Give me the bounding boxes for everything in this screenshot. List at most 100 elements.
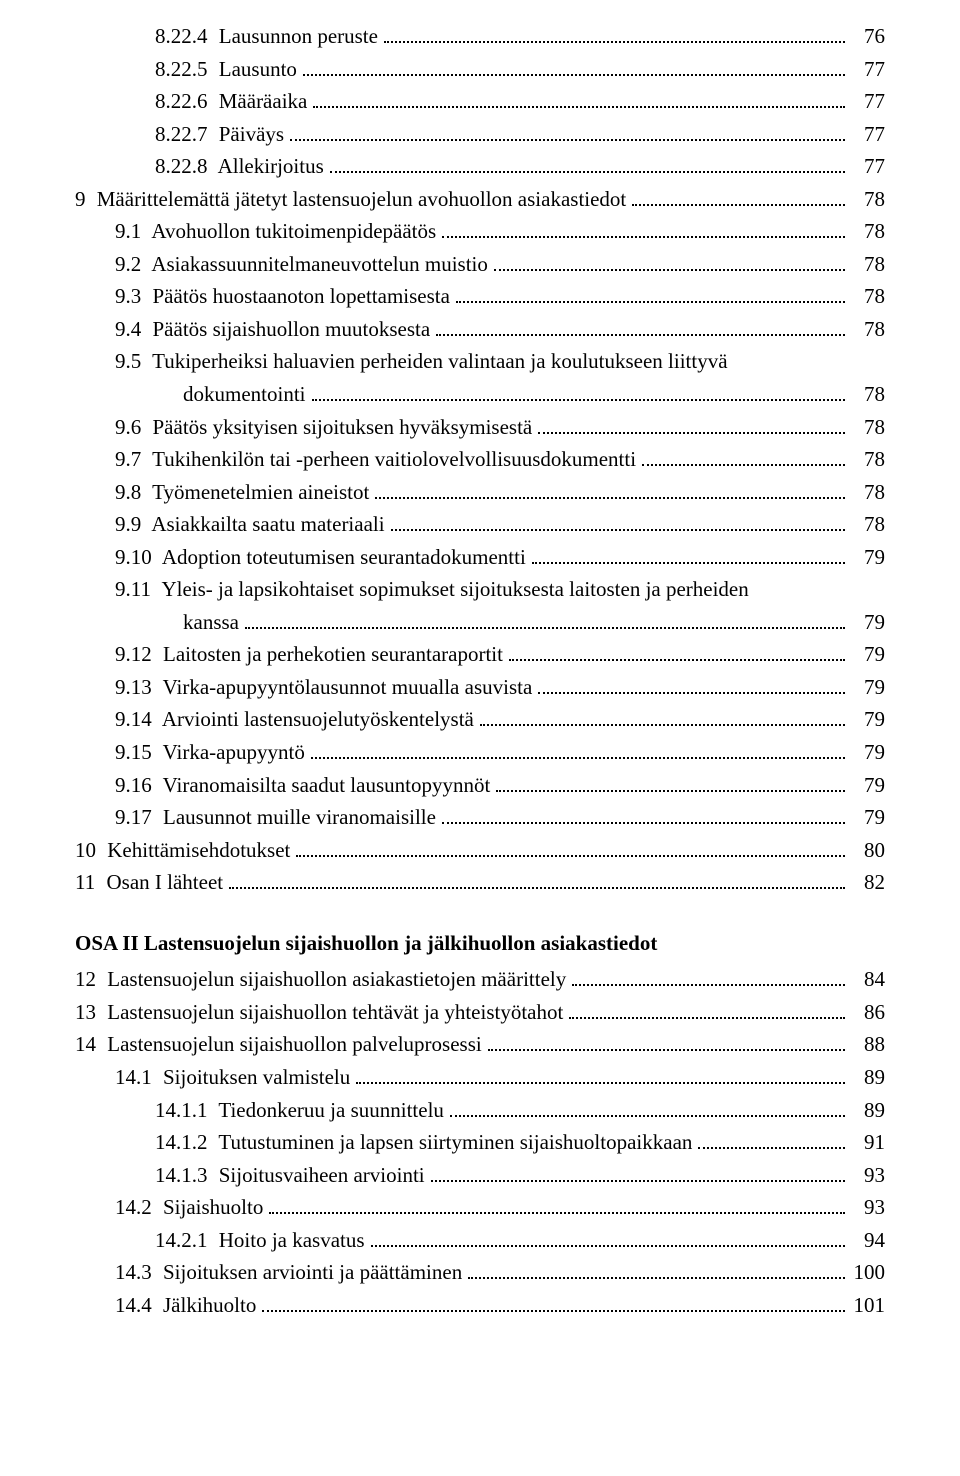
toc-entry-text: 14.1.1 Tiedonkeruu ja suunnittelu xyxy=(155,1094,444,1127)
toc-entry-number: 9.11 xyxy=(115,573,151,606)
toc-entry-number: 14.2 xyxy=(115,1191,152,1224)
toc-entry-number: 8.22.5 xyxy=(155,53,208,86)
toc-entry-number: 14.1.3 xyxy=(155,1159,208,1192)
toc-entry: 9.6 Päätös yksityisen sijoituksen hyväks… xyxy=(75,411,885,444)
toc-entry-text: 14.2.1 Hoito ja kasvatus xyxy=(155,1224,365,1257)
toc-entry-text: 9 Määrittelemättä jätetyt lastensuojelun… xyxy=(75,183,626,216)
dot-leader xyxy=(245,608,845,629)
toc-entry-number: 9.2 xyxy=(115,248,141,281)
toc-entry: 9.4 Päätös sijaishuollon muutoksesta78 xyxy=(75,313,885,346)
toc-entry: 8.22.8 Allekirjoitus77 xyxy=(75,150,885,183)
toc-entry: 9.7 Tukihenkilön tai -perheen vaitiolove… xyxy=(75,443,885,476)
toc-entry: 14.2.1 Hoito ja kasvatus 94 xyxy=(75,1224,885,1257)
toc-entry-number: 14.2.1 xyxy=(155,1224,208,1257)
toc-entry-text: 9.14 Arviointi lastensuojelutyöskentelys… xyxy=(115,703,474,736)
toc-entry-text: 14.1 Sijoituksen valmistelu xyxy=(115,1061,350,1094)
toc-page-number: 78 xyxy=(849,215,885,248)
toc-entry-text: 14.2 Sijaishuolto xyxy=(115,1191,263,1224)
toc-entry: 9.1 Avohuollon tukitoimenpidepäätös78 xyxy=(75,215,885,248)
toc-entry-number: 9.4 xyxy=(115,313,141,346)
toc-page-number: 77 xyxy=(849,118,885,151)
toc-page-number: 77 xyxy=(849,150,885,183)
toc-page-number: 79 xyxy=(849,736,885,769)
toc-entry-number: 9.9 xyxy=(115,508,141,541)
toc-page-number: 78 xyxy=(849,280,885,313)
dot-leader xyxy=(538,673,845,694)
toc-entry-number: 8.22.6 xyxy=(155,85,208,118)
dot-leader xyxy=(572,965,845,986)
toc-entry-number: 9.13 xyxy=(115,671,152,704)
dot-leader xyxy=(371,1226,845,1247)
dot-leader xyxy=(375,478,845,499)
toc-entry-text: 9.4 Päätös sijaishuollon muutoksesta xyxy=(115,313,430,346)
toc-entry-number: 14.4 xyxy=(115,1289,152,1322)
toc-entry-text: kanssa xyxy=(183,606,239,639)
toc-entry-text: 10 Kehittämisehdotukset xyxy=(75,834,290,867)
toc-entry: 9.2 Asiakassuunnitelmaneuvottelun muisti… xyxy=(75,248,885,281)
toc-entry-text: 9.5 Tukiperheiksi haluavien perheiden va… xyxy=(115,345,728,378)
dot-leader xyxy=(229,868,845,889)
toc-page-number: 89 xyxy=(849,1094,885,1127)
dot-leader xyxy=(456,282,845,303)
toc-page-number: 77 xyxy=(849,53,885,86)
toc-entry-text: 9.11 Yleis- ja lapsikohtaiset sopimukset… xyxy=(115,573,749,606)
toc-entry: 14.1.2 Tutustuminen ja lapsen siirtymine… xyxy=(75,1126,885,1159)
toc-entry-text: 14.3 Sijoituksen arviointi ja päättämine… xyxy=(115,1256,462,1289)
toc-list-2: 12 Lastensuojelun sijaishuollon asiakast… xyxy=(75,963,885,1321)
toc-page-number: 78 xyxy=(849,248,885,281)
toc-entry-number: 9.10 xyxy=(115,541,152,574)
toc-entry: 14.1 Sijoituksen valmistelu 89 xyxy=(75,1061,885,1094)
toc-entry-number: 14.1.2 xyxy=(155,1126,208,1159)
toc-entry-number: 9.12 xyxy=(115,638,152,671)
toc-entry: 8.22.4 Lausunnon peruste76 xyxy=(75,20,885,53)
toc-entry-text: 9.9 Asiakkailta saatu materiaali xyxy=(115,508,385,541)
toc-page-number: 89 xyxy=(849,1061,885,1094)
toc-entry: 14.3 Sijoituksen arviointi ja päättämine… xyxy=(75,1256,885,1289)
toc-page-number: 78 xyxy=(849,378,885,411)
toc-entry-text: 9.17 Lausunnot muille viranomaisille xyxy=(115,801,436,834)
toc-entry-number: 9.5 xyxy=(115,345,141,378)
dot-leader xyxy=(468,1258,845,1279)
toc-entry: 9.3 Päätös huostaanoton lopettamisesta78 xyxy=(75,280,885,313)
toc-entry-number: 14.1.1 xyxy=(155,1094,208,1127)
toc-entry-text: 9.8 Työmenetelmien aineistot xyxy=(115,476,369,509)
toc-entry-text: 13 Lastensuojelun sijaishuollon tehtävät… xyxy=(75,996,563,1029)
toc-entry: 9.15 Virka-apupyyntö79 xyxy=(75,736,885,769)
toc-page-number: 101 xyxy=(849,1289,885,1322)
toc-entry-text: 8.22.7 Päiväys xyxy=(155,118,284,151)
toc-entry-number: 9.7 xyxy=(115,443,141,476)
toc-entry-text: 14.1.3 Sijoitusvaiheen arviointi xyxy=(155,1159,425,1192)
toc-page-number: 84 xyxy=(849,963,885,996)
toc-page: 8.22.4 Lausunnon peruste768.22.5 Lausunt… xyxy=(0,0,960,1476)
toc-entry-number: 14 xyxy=(75,1028,96,1061)
toc-entry-text: 9.7 Tukihenkilön tai -perheen vaitiolove… xyxy=(115,443,636,476)
toc-page-number: 94 xyxy=(849,1224,885,1257)
toc-entry: 8.22.6 Määräaika77 xyxy=(75,85,885,118)
dot-leader xyxy=(442,217,845,238)
toc-page-number: 93 xyxy=(849,1159,885,1192)
toc-entry: 14 Lastensuojelun sijaishuollon palvelup… xyxy=(75,1028,885,1061)
toc-entry-number: 11 xyxy=(75,866,95,899)
toc-entry-text: 9.6 Päätös yksityisen sijoituksen hyväks… xyxy=(115,411,532,444)
toc-list: 8.22.4 Lausunnon peruste768.22.5 Lausunt… xyxy=(75,20,885,899)
dot-leader xyxy=(391,510,845,531)
toc-entry: 9 Määrittelemättä jätetyt lastensuojelun… xyxy=(75,183,885,216)
toc-entry-text: 9.13 Virka-apupyyntölausunnot muualla as… xyxy=(115,671,532,704)
toc-page-number: 88 xyxy=(849,1028,885,1061)
toc-entry-text: 9.12 Laitosten ja perhekotien seurantara… xyxy=(115,638,503,671)
toc-entry-text: 8.22.4 Lausunnon peruste xyxy=(155,20,378,53)
toc-entry-continuation: kanssa79 xyxy=(75,606,885,639)
dot-leader xyxy=(296,836,845,857)
dot-leader xyxy=(356,1063,845,1084)
toc-entry-text: 9.16 Viranomaisilta saadut lausuntopyynn… xyxy=(115,769,490,802)
dot-leader xyxy=(632,185,845,206)
toc-entry-continuation: dokumentointi78 xyxy=(75,378,885,411)
toc-entry-text: 8.22.6 Määräaika xyxy=(155,85,307,118)
dot-leader xyxy=(311,738,845,759)
toc-page-number: 79 xyxy=(849,541,885,574)
toc-entry-text: 14 Lastensuojelun sijaishuollon palvelup… xyxy=(75,1028,482,1061)
toc-entry-number: 9.15 xyxy=(115,736,152,769)
dot-leader xyxy=(496,771,845,792)
toc-entry-number: 9.16 xyxy=(115,769,152,802)
dot-leader xyxy=(290,120,845,141)
